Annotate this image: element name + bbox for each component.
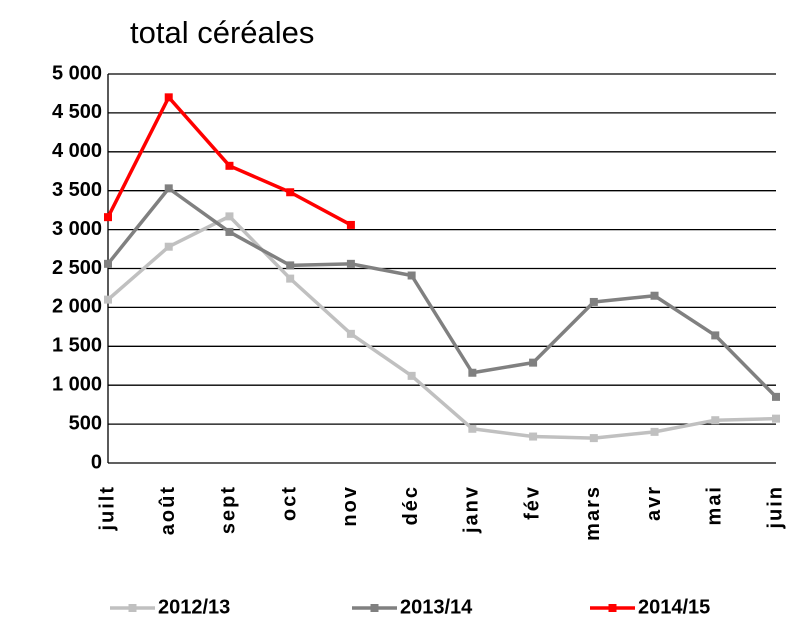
point-marker	[104, 259, 112, 268]
legend-marker	[128, 604, 137, 612]
point-marker	[164, 93, 173, 102]
series-line	[106, 186, 778, 399]
point-marker	[346, 220, 355, 229]
point-marker	[711, 331, 720, 340]
point-marker	[589, 434, 598, 443]
point-marker	[650, 291, 659, 300]
point-marker	[407, 371, 416, 380]
point-marker	[468, 368, 477, 377]
legend-marker	[370, 604, 379, 612]
point-marker	[104, 295, 112, 304]
y-tick-label: 4 500	[52, 101, 102, 123]
y-tick-label: 1 000	[52, 373, 102, 395]
point-marker	[468, 424, 477, 433]
y-tick-label: 5 000	[52, 62, 102, 84]
x-tick-label: mars	[582, 485, 604, 541]
x-tick-label: sept	[218, 485, 240, 534]
y-tick-label: 3 500	[52, 179, 102, 201]
y-tick-label: 4 000	[52, 140, 102, 162]
x-tick-label: oct	[278, 485, 300, 521]
x-tick-label: juin	[764, 485, 786, 530]
point-marker	[711, 416, 720, 425]
point-marker	[286, 274, 295, 283]
y-tick-label: 500	[69, 412, 102, 434]
point-marker	[225, 161, 234, 170]
x-tick-label: mai	[704, 485, 726, 525]
chart-title: total céréales	[130, 15, 314, 50]
legend-label: 2014/15	[638, 596, 710, 618]
x-tick-label: juilt	[96, 485, 118, 532]
y-tick-label: 2 000	[52, 296, 102, 318]
point-marker	[346, 259, 355, 268]
legend-marker	[608, 604, 617, 612]
x-tick-label: fév	[521, 485, 543, 520]
y-tick-label: 1 500	[52, 335, 102, 357]
x-tick-label: janv	[461, 485, 483, 534]
point-marker	[346, 329, 355, 338]
point-marker	[772, 414, 780, 423]
point-marker	[407, 271, 416, 280]
x-tick-label: nov	[339, 485, 361, 527]
point-marker	[589, 297, 598, 306]
y-tick-label: 2 500	[52, 257, 102, 279]
point-marker	[225, 227, 234, 236]
point-marker	[529, 358, 538, 367]
point-marker	[772, 392, 780, 401]
x-tick-label: avr	[643, 485, 665, 521]
point-marker	[286, 261, 295, 270]
point-marker	[164, 242, 173, 251]
x-tick-label: août	[157, 485, 179, 535]
point-marker	[529, 432, 538, 441]
y-tick-label: 0	[91, 451, 102, 473]
point-marker	[104, 213, 112, 222]
point-marker	[164, 184, 173, 193]
x-tick-label: déc	[400, 485, 422, 525]
point-marker	[650, 427, 659, 436]
series-line	[106, 95, 352, 227]
point-marker	[225, 212, 234, 221]
legend-label: 2012/13	[158, 596, 230, 618]
y-tick-label: 3 000	[52, 218, 102, 240]
point-marker	[286, 188, 295, 197]
series-line	[106, 214, 777, 440]
legend-label: 2013/14	[400, 596, 473, 618]
